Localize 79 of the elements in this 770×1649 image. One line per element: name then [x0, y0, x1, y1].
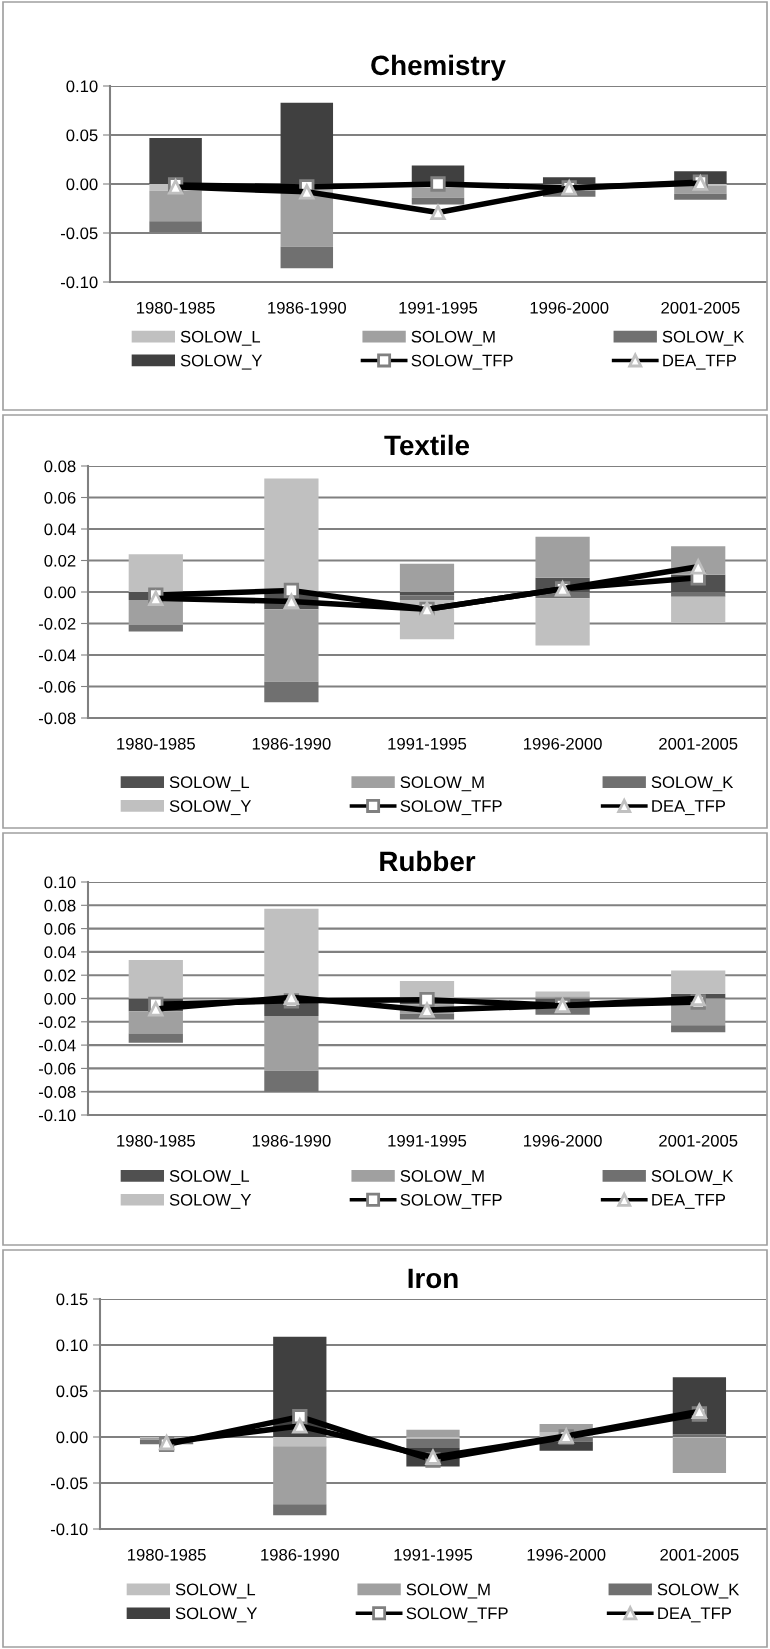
x-tick-label: 1996-2000 — [527, 1548, 606, 1561]
legend-label: SOLOW_L — [169, 1170, 250, 1185]
x-tick-label: 1991-1995 — [388, 1134, 467, 1147]
y-tick-label: 0.10 — [56, 1339, 88, 1352]
legend-label: SOLOW_TFP — [406, 1607, 508, 1623]
legend-label: SOLOW_Y — [175, 1607, 258, 1623]
legend-label: SOLOW_Y — [169, 800, 252, 816]
legend-label: SOLOW_L — [169, 776, 250, 792]
x-tick-label: 2001-2005 — [660, 1548, 739, 1561]
y-tick-label: 0.15 — [56, 1293, 88, 1306]
y-tick-label: 0.05 — [66, 129, 98, 142]
y-tick-label: 0.05 — [56, 1385, 88, 1398]
x-tick-label: 1996-2000 — [530, 301, 609, 314]
x-tick-label: 1996-2000 — [524, 737, 602, 750]
legend-label: SOLOW_K — [662, 330, 745, 346]
x-tick-label: 2001-2005 — [659, 1134, 738, 1147]
y-tick-label: -0.05 — [50, 1477, 88, 1490]
legend-label: SOLOW_K — [657, 1583, 740, 1599]
y-tick-label: 0.00 — [44, 586, 76, 599]
legend-label: SOLOW_Y — [180, 354, 263, 370]
legend-label: SOLOW_TFP — [400, 1193, 502, 1209]
legend-label: SOLOW_M — [400, 1170, 484, 1185]
chart-title: Chemistry — [371, 54, 506, 81]
y-tick-label: 0.08 — [44, 899, 76, 912]
y-tick-label: -0.06 — [38, 1062, 76, 1075]
y-tick-label: -0.04 — [38, 649, 76, 662]
y-tick-label: -0.02 — [38, 617, 76, 630]
y-tick-label: -0.05 — [60, 227, 98, 240]
chart-title: Iron — [408, 1268, 458, 1289]
legend-label: SOLOW_K — [651, 1170, 734, 1185]
y-tick-label: 0.00 — [56, 1431, 88, 1444]
x-tick-label: 1991-1995 — [399, 301, 478, 314]
legend-label: SOLOW_Y — [169, 1193, 252, 1209]
x-tick-label: 1980-1985 — [117, 737, 195, 750]
y-tick-label: 0.00 — [66, 178, 98, 191]
legend-label: SOLOW_TFP — [400, 800, 502, 816]
legend-label: DEA_TFP — [652, 1194, 726, 1209]
y-tick-label: 0.02 — [44, 969, 76, 982]
x-tick-label: 2001-2005 — [659, 737, 738, 750]
x-tick-label: 1980-1985 — [117, 1134, 195, 1147]
legend-label: SOLOW_M — [400, 776, 484, 792]
y-tick-label: 0.04 — [44, 946, 76, 959]
y-tick-label: 0.00 — [44, 992, 76, 1005]
y-tick-label: -0.08 — [38, 712, 76, 725]
legend-label: SOLOW_M — [411, 330, 495, 346]
x-tick-label: 2001-2005 — [661, 301, 740, 314]
y-tick-label: -0.10 — [50, 1523, 88, 1536]
y-tick-label: -0.08 — [38, 1086, 76, 1098]
chart-title: Textile — [384, 434, 470, 456]
y-tick-label: 0.02 — [44, 554, 76, 567]
legend-label: DEA_TFP — [663, 354, 737, 370]
x-tick-label: 1980-1985 — [128, 1548, 206, 1561]
legend-label: SOLOW_TFP — [411, 354, 513, 370]
legend-label: DEA_TFP — [652, 800, 726, 816]
y-tick-label: 0.10 — [44, 876, 76, 889]
y-tick-label: -0.04 — [38, 1039, 76, 1052]
legend-label: SOLOW_M — [406, 1583, 490, 1599]
y-tick-label: 0.10 — [66, 80, 98, 93]
legend-label: SOLOW_L — [180, 330, 261, 346]
legend-label: SOLOW_K — [651, 776, 734, 792]
x-tick-label: 1991-1995 — [388, 737, 467, 750]
x-tick-label: 1980-1985 — [137, 301, 215, 314]
x-tick-label: 1991-1995 — [394, 1548, 473, 1561]
legend-label: SOLOW_L — [175, 1583, 256, 1599]
y-tick-label: 0.04 — [44, 523, 76, 536]
y-tick-label: -0.02 — [38, 1016, 76, 1028]
y-tick-label: -0.06 — [38, 680, 76, 693]
x-tick-label: 1986-1990 — [261, 1548, 339, 1561]
chart-title: Rubber — [380, 850, 476, 872]
y-tick-label: -0.10 — [38, 1109, 76, 1122]
x-tick-label: 1986-1990 — [252, 1134, 331, 1147]
y-tick-label: 0.06 — [44, 491, 76, 504]
y-tick-label: 0.08 — [44, 460, 76, 473]
x-tick-label: 1996-2000 — [524, 1134, 602, 1147]
y-tick-label: 0.06 — [44, 923, 76, 935]
x-tick-label: 1986-1990 — [252, 737, 331, 750]
y-tick-label: -0.10 — [60, 276, 98, 289]
x-tick-label: 1986-1990 — [268, 301, 346, 314]
legend-label: DEA_TFP — [658, 1607, 732, 1623]
